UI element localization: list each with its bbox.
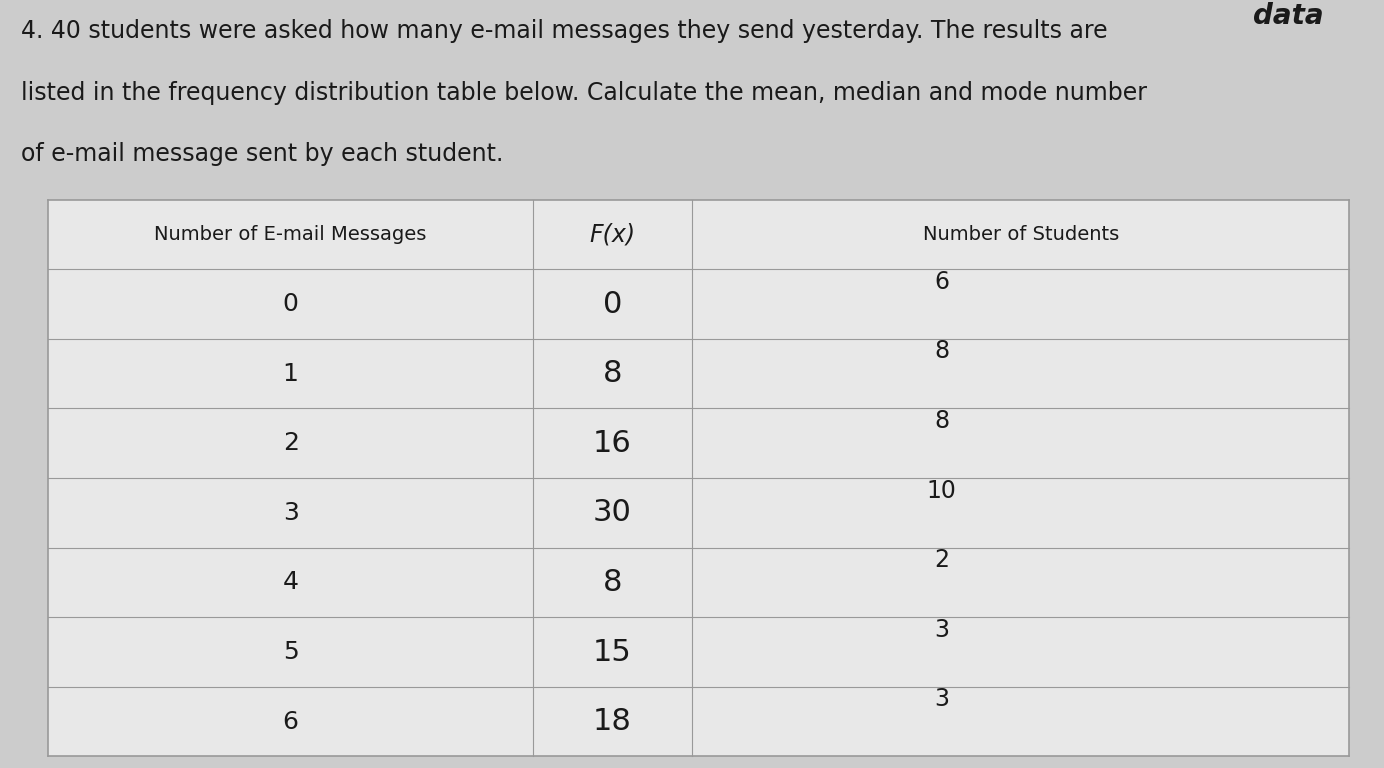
Text: 16: 16 xyxy=(594,429,631,458)
Text: Number of E-mail Messages: Number of E-mail Messages xyxy=(155,225,426,244)
Text: 10: 10 xyxy=(927,478,956,502)
Text: data: data xyxy=(1253,2,1323,29)
Text: 15: 15 xyxy=(594,637,631,667)
Text: 5: 5 xyxy=(282,640,299,664)
Text: 18: 18 xyxy=(592,707,632,737)
Text: 0: 0 xyxy=(282,292,299,316)
Text: 2: 2 xyxy=(282,432,299,455)
Text: 1: 1 xyxy=(282,362,299,386)
Text: 4: 4 xyxy=(282,571,299,594)
Text: 0: 0 xyxy=(603,290,621,319)
Text: 6: 6 xyxy=(934,270,949,294)
Text: 4. 40 students were asked how many e-mail messages they send yesterday. The resu: 4. 40 students were asked how many e-mai… xyxy=(21,19,1107,43)
Text: 30: 30 xyxy=(592,498,632,528)
Text: 8: 8 xyxy=(934,339,949,363)
Text: 8: 8 xyxy=(602,568,623,597)
Text: Number of Students: Number of Students xyxy=(923,225,1118,244)
Text: 6: 6 xyxy=(282,710,299,733)
Text: 3: 3 xyxy=(282,501,299,525)
Text: 8: 8 xyxy=(602,359,623,388)
Text: listed in the frequency distribution table below. Calculate the mean, median and: listed in the frequency distribution tab… xyxy=(21,81,1147,104)
Text: 2: 2 xyxy=(934,548,949,572)
Text: 8: 8 xyxy=(934,409,949,433)
Text: 3: 3 xyxy=(934,687,949,711)
Text: of e-mail message sent by each student.: of e-mail message sent by each student. xyxy=(21,142,504,166)
Text: F(x): F(x) xyxy=(590,223,635,247)
Text: 3: 3 xyxy=(934,617,949,642)
